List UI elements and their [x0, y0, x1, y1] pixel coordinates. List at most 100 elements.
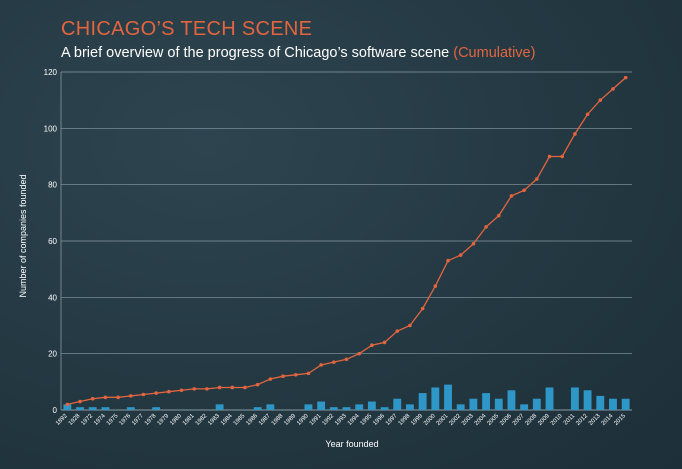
bar	[482, 393, 491, 410]
line-point	[255, 382, 260, 387]
line-point	[623, 75, 628, 80]
bar	[367, 401, 376, 410]
bar	[380, 407, 389, 410]
x-tick-label: 2013	[588, 413, 602, 427]
bar	[317, 401, 326, 410]
y-tick-label: 80	[48, 181, 57, 190]
line-point	[116, 395, 120, 400]
x-tick-label: 2000	[423, 413, 437, 427]
line-point	[268, 377, 273, 381]
bar	[532, 398, 541, 410]
x-tick-label: 1975	[106, 413, 120, 427]
bar	[469, 398, 478, 410]
line-point	[370, 343, 374, 348]
bar	[418, 393, 427, 410]
line-point	[243, 385, 247, 390]
bar	[355, 404, 364, 410]
x-tick-label: 1892	[55, 413, 69, 427]
bar	[76, 407, 84, 410]
x-tick-label: 2011	[563, 413, 577, 427]
x-tick-label: 1994	[347, 413, 361, 427]
line-point	[90, 396, 95, 401]
line-point	[344, 357, 349, 362]
x-tick-label: 1987	[258, 413, 272, 427]
x-tick-label: 1928	[68, 413, 82, 427]
x-tick-label: 1995	[360, 413, 374, 427]
x-tick-label: 1991	[309, 413, 323, 427]
line-point	[522, 188, 526, 193]
x-tick-label: 1972	[80, 413, 94, 427]
bar	[393, 398, 402, 410]
line-point	[547, 154, 552, 159]
line-point	[103, 395, 108, 400]
x-tick-label: 1998	[398, 413, 412, 427]
bar	[253, 407, 262, 410]
line-point	[408, 323, 412, 328]
line-point	[471, 242, 476, 246]
line-point	[382, 340, 387, 345]
line-point	[585, 112, 590, 117]
x-tick-label: 1992	[322, 413, 336, 427]
bar-series	[63, 384, 630, 410]
x-tick-label: 2006	[499, 413, 513, 427]
line-point	[167, 389, 171, 394]
x-tick-label: 1993	[334, 413, 348, 427]
x-tick-label: 2007	[512, 413, 526, 427]
line-point	[192, 387, 197, 391]
x-tick-label: 1997	[385, 413, 399, 427]
x-tick-label: 1984	[220, 413, 234, 427]
y-tick-label: 20	[48, 350, 57, 359]
bar	[596, 395, 605, 410]
x-tick-label: 1990	[296, 413, 310, 427]
line-point	[535, 177, 539, 181]
x-tick-label: 1979	[157, 413, 171, 427]
bar	[126, 407, 135, 410]
line-point	[357, 351, 361, 356]
x-tick-label: 2015	[613, 413, 627, 427]
x-tick-labels: 1892192819721974197519761977197819791980…	[55, 413, 627, 427]
bar	[329, 407, 338, 410]
x-tick-label: 1982	[195, 413, 209, 427]
y-tick-label: 60	[48, 237, 57, 246]
x-tick-label: 1981	[182, 413, 196, 427]
y-tick-labels: 0 20 40 60 80 100 120	[44, 68, 58, 415]
x-tick-label: 1999	[410, 413, 424, 427]
line-point	[446, 258, 450, 263]
y-tick-label: 40	[48, 293, 57, 302]
x-tick-label: 2014	[601, 413, 615, 427]
bar	[266, 404, 275, 410]
cumulative-line-series	[65, 75, 628, 407]
bar	[545, 387, 554, 410]
line-point	[458, 253, 463, 257]
bar	[520, 404, 529, 410]
line-point	[395, 329, 400, 333]
x-tick-label: 1976	[119, 413, 133, 427]
line-point	[420, 306, 425, 311]
bar	[406, 404, 414, 410]
line-point	[205, 387, 209, 391]
line-point	[496, 213, 501, 218]
line-point	[332, 360, 336, 364]
x-tick-label: 1985	[233, 413, 247, 427]
line-point	[573, 132, 577, 136]
x-tick-label: 1980	[169, 413, 183, 427]
x-tick-label: 2012	[575, 413, 589, 427]
bar	[494, 398, 503, 410]
line-point	[78, 399, 82, 404]
bar	[152, 407, 161, 410]
bar	[444, 384, 452, 410]
bar	[609, 398, 617, 410]
page-title: CHICAGO’S TECH SCENE	[61, 18, 313, 40]
x-tick-label: 2005	[486, 413, 500, 427]
x-tick-label: 1977	[131, 413, 145, 427]
x-tick-label: 2002	[448, 413, 462, 427]
page-subtitle: A brief overview of the progress of Chic…	[61, 45, 535, 61]
bar	[63, 404, 72, 410]
line-point	[141, 392, 146, 397]
bar	[621, 398, 630, 410]
x-tick-label: 2010	[550, 413, 564, 427]
line-point	[611, 87, 615, 91]
line-point	[560, 154, 565, 159]
x-tick-label: 1988	[271, 413, 285, 427]
bar	[583, 390, 592, 410]
